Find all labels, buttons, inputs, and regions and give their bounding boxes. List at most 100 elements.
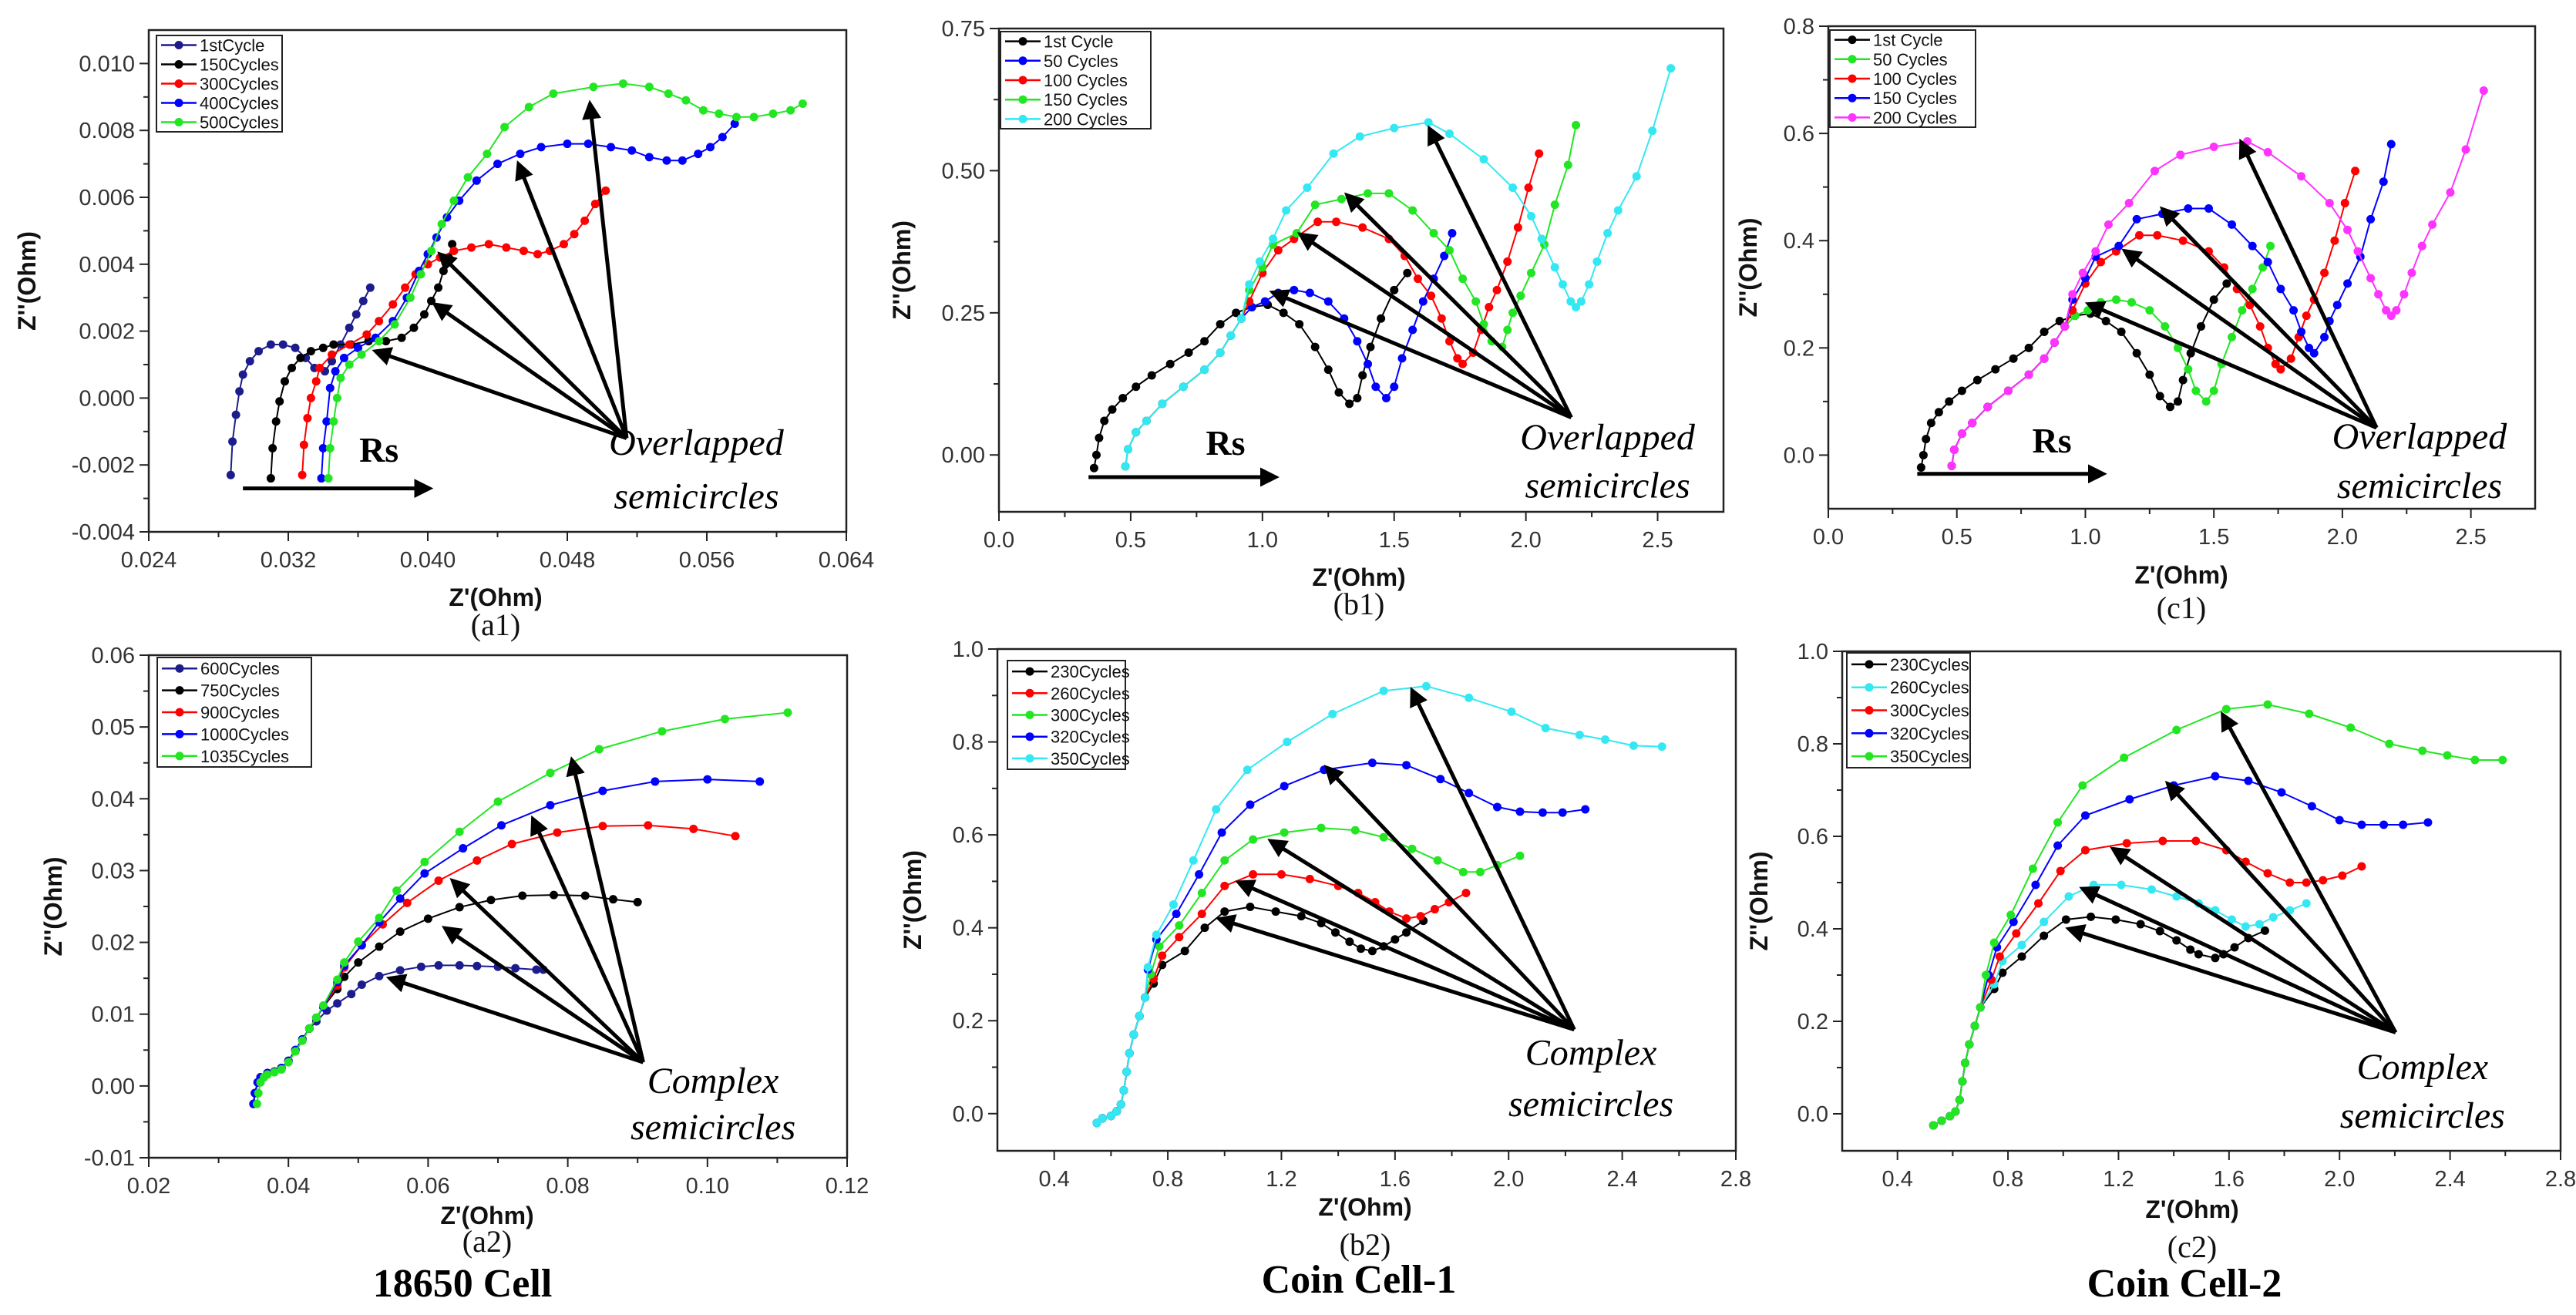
data-point (2211, 772, 2220, 781)
data-point (2150, 166, 2159, 176)
rs-label: Rs (2033, 421, 2072, 460)
data-point (395, 966, 405, 975)
data-point (1397, 354, 1407, 363)
data-point (1926, 419, 1935, 428)
y-tick-label: 0.000 (79, 386, 135, 411)
y-tick-label: 0.8 (1784, 15, 1814, 39)
data-point (2132, 214, 2141, 224)
y-tick-label: -0.004 (72, 520, 135, 545)
plot-frame (996, 647, 1737, 1152)
data-point (2386, 140, 2396, 149)
y-axis-title: Z''(Ohm) (39, 857, 67, 957)
legend-swatch-marker (1848, 113, 1857, 122)
data-point (1471, 297, 1481, 306)
data-point (2040, 327, 2049, 336)
annotation-arrow (372, 347, 627, 440)
y-tick-label: 0.02 (92, 931, 135, 956)
data-point (1572, 302, 1581, 311)
series-line (1125, 125, 1577, 467)
data-point (2172, 936, 2181, 945)
data-point (2263, 700, 2272, 709)
data-point (318, 343, 328, 352)
data-point (1317, 823, 1326, 832)
series-line (1096, 906, 1424, 1124)
data-point (288, 363, 297, 372)
series-1stcycle (226, 283, 375, 479)
annotation-arrow (2164, 780, 2397, 1034)
data-point (2271, 359, 2280, 368)
data-point (437, 220, 446, 229)
legend-entry: 1000Cycles (200, 725, 289, 744)
x-tick-label: 2.8 (1720, 1167, 1751, 1192)
series-line (1096, 762, 1586, 1124)
data-point (662, 156, 671, 165)
x-tick-label: 0.5 (1115, 528, 1146, 553)
y-tick-label: 0.2 (1797, 1010, 1828, 1034)
y-tick-label: 0.25 (942, 301, 985, 326)
data-point (2031, 880, 2040, 890)
data-point (463, 173, 472, 182)
annotation-arrow (1269, 289, 1572, 419)
data-point (2080, 846, 2090, 855)
data-point (2221, 705, 2231, 714)
data-point (1132, 428, 1141, 437)
data-point (549, 89, 558, 98)
data-point (1945, 397, 1954, 406)
x-tick-label: 2.4 (1606, 1167, 1637, 1192)
data-point (298, 1036, 307, 1045)
annotation-arrow (449, 878, 645, 1064)
data-point (2017, 940, 2026, 950)
data-point (2101, 317, 2110, 326)
y-axis-title: Z''(Ohm) (888, 220, 916, 320)
y-tick-label: 0.4 (1797, 917, 1828, 942)
data-point (1282, 206, 1291, 215)
data-point (1408, 206, 1417, 215)
legend-swatch-marker (1025, 754, 1034, 763)
data-point (328, 350, 337, 359)
data-point (2134, 230, 2144, 240)
annotation-note-line2: semicircles (631, 1107, 795, 1148)
data-point (420, 857, 429, 866)
data-point (1279, 308, 1288, 318)
data-point (2325, 199, 2334, 208)
data-point (2230, 943, 2239, 952)
legend-entry: 100 Cycles (1873, 69, 1957, 89)
data-point (1184, 348, 1193, 357)
data-point (2386, 311, 2396, 321)
data-point (2428, 220, 2437, 229)
legend-entry: 230Cycles (1051, 662, 1130, 681)
data-point (798, 99, 807, 108)
x-tick-label: 2.5 (1642, 528, 1673, 553)
data-point (319, 1001, 328, 1011)
legend-swatch-marker (1018, 114, 1027, 123)
x-tick-label: 0.10 (686, 1174, 729, 1199)
data-point (1629, 741, 1638, 750)
data-point (1972, 375, 1982, 385)
data-point (455, 960, 464, 970)
x-tick-label: 2.4 (2434, 1167, 2465, 1192)
data-point (1273, 246, 1283, 255)
data-point (1433, 856, 1442, 865)
data-point (2089, 880, 2098, 890)
data-point (1418, 297, 1428, 306)
data-point (2255, 322, 2265, 331)
data-point (2238, 306, 2247, 315)
panel-label: (a2) (462, 1224, 512, 1259)
data-point (1245, 280, 1254, 289)
y-tick-label: 0.002 (79, 320, 135, 345)
data-point (1116, 1100, 1125, 1109)
data-point (1955, 1095, 1964, 1105)
legend-swatch-marker (175, 729, 184, 738)
data-point (1364, 359, 1373, 368)
data-point (2209, 295, 2218, 304)
data-point (228, 437, 237, 446)
y-tick-label: 1.0 (953, 637, 984, 662)
data-point (519, 246, 528, 255)
data-point (2194, 950, 2203, 959)
data-point (1220, 856, 1229, 865)
data-point (618, 79, 627, 88)
y-tick-label: 0.03 (92, 859, 135, 883)
data-point (2091, 247, 2100, 256)
data-point (1092, 1118, 1101, 1128)
data-point (291, 1047, 300, 1056)
